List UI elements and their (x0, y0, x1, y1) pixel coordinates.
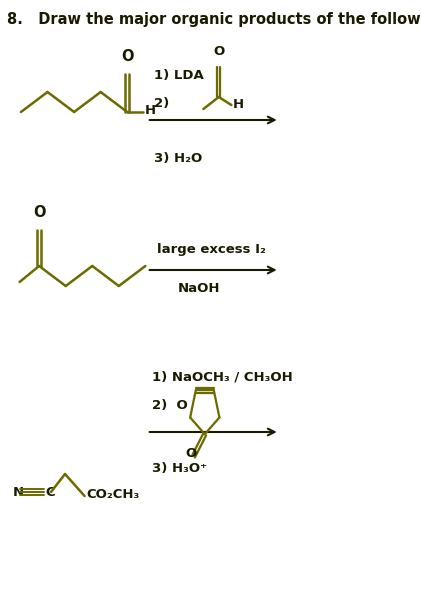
Text: 2): 2) (154, 97, 169, 110)
Text: H: H (233, 98, 244, 111)
Text: CO₂CH₃: CO₂CH₃ (87, 488, 140, 500)
Text: 2)  O: 2) O (152, 399, 188, 412)
Text: C: C (45, 485, 55, 498)
Text: 1) NaOCH₃ / CH₃OH: 1) NaOCH₃ / CH₃OH (152, 371, 293, 384)
Text: O: O (185, 447, 197, 460)
Text: 3) H₃O⁺: 3) H₃O⁺ (152, 462, 208, 475)
Text: 8.   Draw the major organic products of the following.: 8. Draw the major organic products of th… (7, 12, 421, 27)
Text: O: O (213, 45, 224, 58)
Text: H: H (145, 104, 156, 117)
Text: 1) LDA: 1) LDA (154, 69, 203, 82)
Text: O: O (33, 205, 45, 220)
Text: O: O (121, 49, 133, 64)
Text: large excess I₂: large excess I₂ (157, 243, 266, 256)
Text: 3) H₂O: 3) H₂O (154, 152, 202, 165)
Text: NaOH: NaOH (178, 282, 221, 295)
Text: N: N (13, 485, 24, 498)
